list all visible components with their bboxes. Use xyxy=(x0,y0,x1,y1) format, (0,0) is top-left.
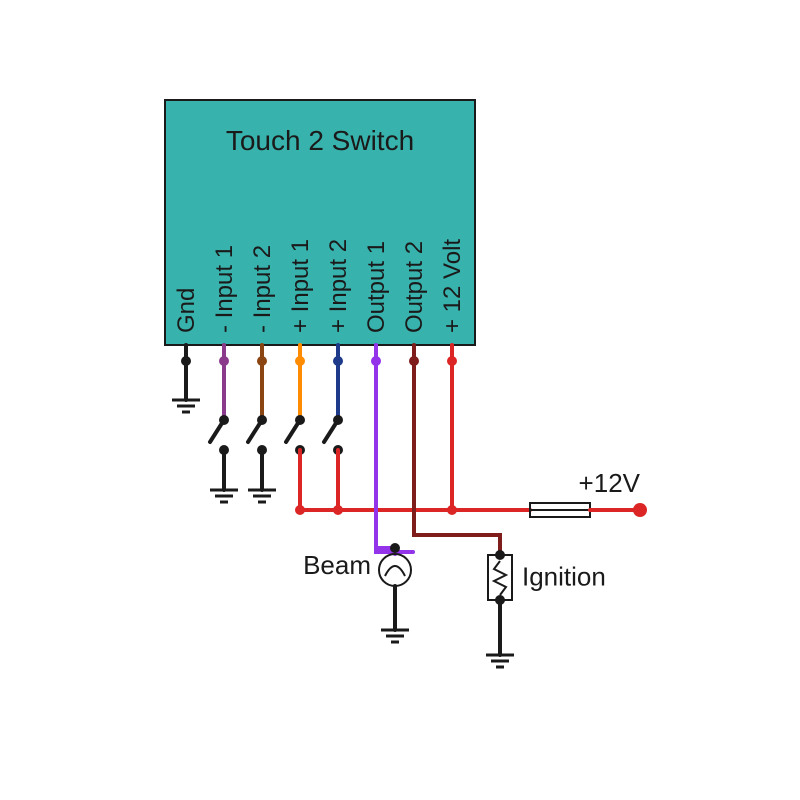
label-12v: +12V xyxy=(579,468,641,498)
pin-label-v12: + 12 Volt xyxy=(439,239,466,333)
pin-label-gnd: Gnd xyxy=(173,288,200,333)
pin-label-in1pos: + Input 1 xyxy=(287,239,314,333)
pin-label-out2: Output 2 xyxy=(401,241,428,333)
pin-label-in1neg: - Input 1 xyxy=(211,245,238,333)
label-beam: Beam xyxy=(303,550,371,580)
module-title: Touch 2 Switch xyxy=(226,125,414,156)
beam-lamp xyxy=(379,554,411,586)
pin-label-in2pos: + Input 2 xyxy=(325,239,352,333)
pin-label-out1: Output 1 xyxy=(363,241,390,333)
pin-label-in2neg: - Input 2 xyxy=(249,245,276,333)
label-ignition: Ignition xyxy=(522,562,606,592)
